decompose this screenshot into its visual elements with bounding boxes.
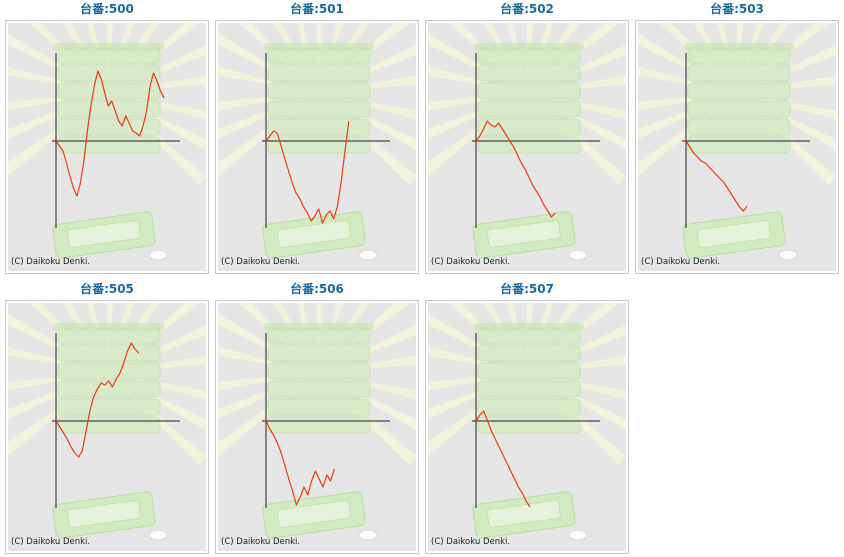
- green-frame-art: [52, 323, 168, 541]
- copyright-label: (C) Daikoku Denki.: [641, 257, 721, 267]
- payout-line: [55, 70, 165, 197]
- slot-card-501[interactable]: 台番:501 (C) Daikoku Denki.: [215, 0, 419, 276]
- graph-frame: (C) Daikoku Denki.: [425, 300, 629, 554]
- green-frame-art: [472, 43, 588, 261]
- green-frame-art: [52, 43, 168, 261]
- graph-frame: (C) Daikoku Denki.: [425, 20, 629, 274]
- slot-card-503[interactable]: 台番:503 (C) Daikoku Denki.: [635, 0, 839, 276]
- payout-graph: [428, 303, 626, 551]
- copyright-label: (C) Daikoku Denki.: [431, 257, 511, 267]
- copyright-label: (C) Daikoku Denki.: [11, 257, 91, 267]
- payout-graph: [218, 303, 416, 551]
- machine-number-title[interactable]: 台番:506: [290, 282, 344, 296]
- slot-card-507[interactable]: 台番:507 (C) Daikoku Denki.: [425, 280, 629, 556]
- payout-graph: [8, 303, 206, 551]
- machine-number-title[interactable]: 台番:503: [710, 2, 764, 16]
- graph-frame: (C) Daikoku Denki.: [5, 20, 209, 274]
- green-frame-art: [262, 323, 378, 541]
- payout-graph: [218, 23, 416, 271]
- machine-number-title[interactable]: 台番:500: [80, 2, 134, 16]
- copyright-label: (C) Daikoku Denki.: [221, 257, 301, 267]
- slot-card-506[interactable]: 台番:506 (C) Daikoku Denki.: [215, 280, 419, 556]
- payout-graph: [428, 23, 626, 271]
- slot-card-502[interactable]: 台番:502 (C) Daikoku Denki.: [425, 0, 629, 276]
- green-frame-art: [262, 43, 378, 261]
- graph-frame: (C) Daikoku Denki.: [215, 300, 419, 554]
- payout-line: [475, 410, 531, 508]
- copyright-label: (C) Daikoku Denki.: [221, 537, 301, 547]
- copyright-label: (C) Daikoku Denki.: [11, 537, 91, 547]
- slot-card-500[interactable]: 台番:500 (C) Daikoku Denki.: [5, 0, 209, 276]
- green-frame-art: [682, 43, 798, 261]
- payout-graph: [638, 23, 836, 271]
- slot-card-505[interactable]: 台番:505 (C) Daikoku Denki.: [5, 280, 209, 556]
- payout-line: [265, 120, 350, 224]
- payout-line: [475, 120, 556, 218]
- graph-frame: (C) Daikoku Denki.: [215, 20, 419, 274]
- green-frame-art: [472, 323, 588, 541]
- machine-number-title[interactable]: 台番:505: [80, 282, 134, 296]
- payout-line: [265, 420, 335, 506]
- payout-line: [55, 342, 140, 458]
- copyright-label: (C) Daikoku Denki.: [431, 537, 511, 547]
- machine-number-title[interactable]: 台番:501: [290, 2, 344, 16]
- graph-frame: (C) Daikoku Denki.: [635, 20, 839, 274]
- payout-graph: [8, 23, 206, 271]
- payout-line: [685, 140, 748, 212]
- machine-number-title[interactable]: 台番:507: [500, 282, 554, 296]
- machine-number-title[interactable]: 台番:502: [500, 2, 554, 16]
- graph-frame: (C) Daikoku Denki.: [5, 300, 209, 554]
